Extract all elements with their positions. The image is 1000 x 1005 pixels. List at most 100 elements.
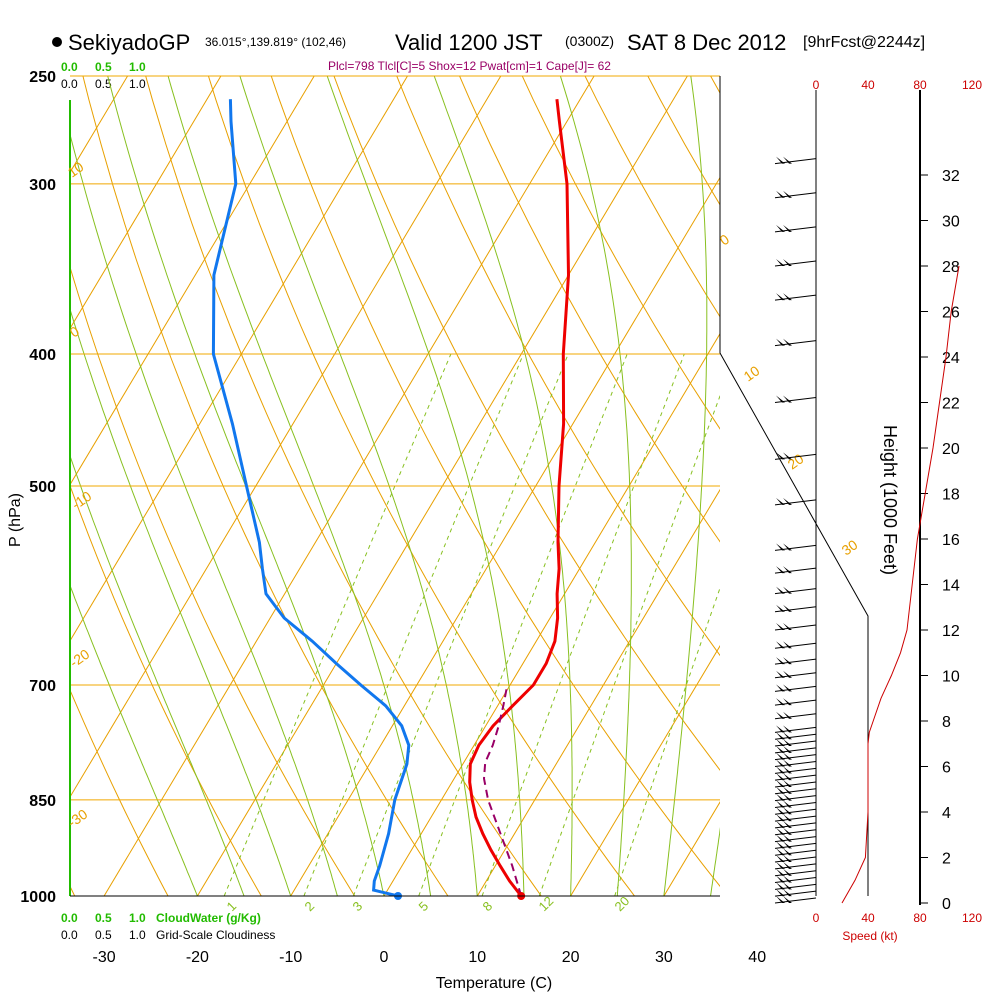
cloudiness-label: Grid-Scale Cloudiness	[156, 928, 275, 942]
y-tick-label: 400	[29, 347, 56, 364]
wind-barb	[775, 732, 816, 739]
dry-adiabat-line	[77, 52, 468, 925]
dry-adiabat-label: 0	[717, 231, 733, 249]
dry-adiabat-line	[573, 52, 1000, 925]
cloud-bottom-black-1: 0.5	[95, 928, 112, 942]
mixing-ratio-line	[482, 354, 684, 896]
wind-barb	[775, 684, 816, 691]
mixing-ratio-label: 3	[350, 898, 366, 914]
mixing-ratio-label: 2	[302, 898, 318, 914]
height-axis-label: Height (1000 Feet)	[880, 425, 900, 575]
wind-barb	[775, 862, 816, 869]
wind-barb	[775, 191, 816, 198]
wind-barb	[775, 657, 816, 664]
wind-barb	[775, 225, 816, 232]
y-tick-label: 300	[29, 177, 56, 194]
wind-panel: 0246810121416182022242628303200404080801…	[775, 78, 982, 925]
height-tick-label: 2	[942, 851, 951, 868]
wind-barb	[775, 807, 816, 814]
wind-barb	[775, 671, 816, 678]
wind-barb	[775, 896, 816, 903]
wind-barb	[775, 814, 816, 821]
wind-barb	[775, 566, 816, 573]
height-tick-label: 28	[942, 259, 960, 276]
dry-adiabat-label: -30	[65, 806, 91, 831]
dry-adiabat-line	[15, 52, 373, 925]
height-tick-label: 16	[942, 532, 960, 549]
x-tick-label: 40	[748, 949, 766, 966]
cloud-top-black-0: 0.0	[61, 77, 78, 91]
wind-barb	[775, 855, 816, 862]
speed-tick-top: 40	[861, 78, 875, 92]
cloud-top-green-0: 0.0	[61, 60, 78, 74]
wind-barb	[775, 828, 816, 835]
wind-barb	[775, 766, 816, 773]
height-tick-label: 10	[942, 669, 960, 686]
wind-barb	[775, 773, 816, 780]
x-tick-label: 10	[468, 949, 486, 966]
dry-adiabat-line	[449, 52, 1000, 925]
speed-tick-bottom: 40	[861, 911, 875, 925]
height-tick-label: 22	[942, 396, 960, 413]
wind-barb	[775, 712, 816, 719]
height-tick-label: 4	[942, 805, 951, 822]
isobars	[70, 76, 720, 896]
wind-barb	[775, 396, 816, 403]
height-tick-label: 20	[942, 441, 960, 458]
dry-adiabat-line	[511, 52, 1000, 925]
mixing-ratio-label: 5	[416, 898, 432, 914]
wind-barb	[775, 623, 816, 630]
wind-barb	[775, 760, 816, 767]
cloud-top-green-1: 0.5	[95, 60, 112, 74]
station-coords: 36.015°,139.819° (102,46)	[205, 35, 346, 49]
dry-adiabat-label: 20	[785, 450, 807, 472]
station-name: SekiyadoGP	[68, 30, 190, 55]
station-dot	[52, 37, 62, 47]
wind-barb	[775, 821, 816, 828]
dry-adiabat-line	[139, 52, 562, 925]
wind-barb	[775, 841, 816, 848]
wind-barb	[775, 794, 816, 801]
height-tick-label: 32	[942, 168, 960, 185]
mixing-ratio-line	[224, 354, 451, 896]
dry-adiabat-line	[201, 52, 657, 925]
speed-tick-top: 80	[913, 78, 927, 92]
height-tick-label: 8	[942, 714, 951, 731]
speed-tick-bottom: 120	[962, 911, 982, 925]
plot-clip-group	[0, 52, 1000, 925]
dry-adiabat-label: 10	[65, 158, 87, 180]
isotherm-line	[851, 76, 1000, 896]
wind-barb	[775, 498, 816, 505]
plot-border	[720, 76, 868, 896]
wind-barb	[775, 876, 816, 883]
cloud-scale-bottom: 0.0 0.5 1.0 CloudWater (g/Kg) 0.0 0.5 1.…	[61, 911, 275, 942]
isotherm-line	[757, 76, 1000, 896]
wind-barb	[775, 889, 816, 896]
x-tick-label: -30	[93, 949, 116, 966]
cloud-bottom-green-1: 0.5	[95, 911, 112, 925]
speed-tick-top: 0	[813, 78, 820, 92]
height-tick-label: 14	[942, 578, 960, 595]
wind-barb	[775, 157, 816, 164]
valid-utc: (0300Z)	[565, 33, 614, 49]
dry-adiabat-line	[0, 52, 184, 925]
x-tick-label: -10	[279, 949, 302, 966]
wind-barb	[775, 641, 816, 648]
y-tick-label: 250	[29, 69, 56, 86]
wind-barb	[775, 543, 816, 550]
height-tick-label: 6	[942, 760, 951, 777]
valid-date: SAT 8 Dec 2012	[627, 30, 786, 55]
y-tick-label: 850	[29, 793, 56, 810]
wind-barb	[775, 739, 816, 746]
y-axis-label: P (hPa)	[7, 493, 24, 547]
x-tick-label: 20	[562, 949, 580, 966]
wind-barb	[775, 800, 816, 807]
height-tick-label: 0	[942, 896, 951, 913]
dry-adiabat-line	[821, 52, 1000, 925]
background-lines	[0, 52, 1000, 925]
cloud-top-black-2: 1.0	[129, 77, 146, 91]
stability-indices: Plcl=798 Tlcl[C]=5 Shox=12 Pwat[cm]=1 Ca…	[328, 59, 611, 73]
